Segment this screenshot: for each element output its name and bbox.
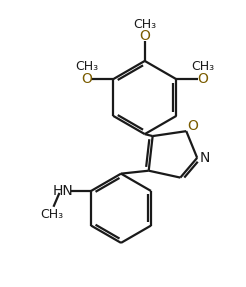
Text: O: O [198,72,209,86]
Text: CH₃: CH₃ [133,18,156,31]
Text: HN: HN [53,184,74,198]
Text: N: N [200,151,210,165]
Text: O: O [81,72,92,86]
Text: CH₃: CH₃ [40,208,63,221]
Text: CH₃: CH₃ [192,60,215,73]
Text: O: O [139,29,150,43]
Text: O: O [187,119,198,133]
Text: CH₃: CH₃ [75,60,98,73]
